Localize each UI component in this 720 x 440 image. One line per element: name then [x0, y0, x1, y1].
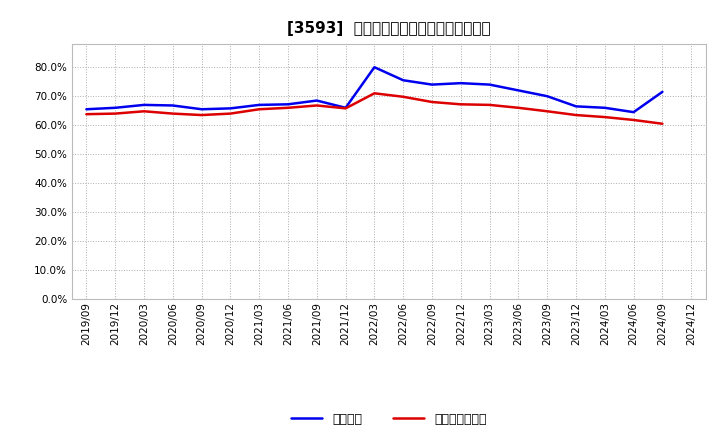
- 固定長期適合率: [658, 121, 667, 126]
- 固定比率: [658, 89, 667, 95]
- 固定比率: [456, 81, 465, 86]
- 固定長期適合率: [485, 102, 494, 107]
- 固定比率: [341, 105, 350, 110]
- 固定比率: [111, 105, 120, 110]
- 固定比率: [284, 102, 292, 107]
- 固定比率: [226, 106, 235, 111]
- 固定比率: [82, 106, 91, 112]
- 固定比率: [197, 106, 206, 112]
- 固定比率: [312, 98, 321, 103]
- 固定長期適合率: [370, 91, 379, 96]
- Title: [3593]  固定比率、固定長期適合率の推移: [3593] 固定比率、固定長期適合率の推移: [287, 21, 490, 36]
- 固定長期適合率: [514, 105, 523, 110]
- 固定長期適合率: [428, 99, 436, 105]
- 固定長期適合率: [168, 111, 177, 116]
- 固定長期適合率: [312, 103, 321, 108]
- 固定比率: [399, 77, 408, 83]
- 固定長期適合率: [543, 109, 552, 114]
- 固定長期適合率: [600, 114, 609, 120]
- 固定長期適合率: [255, 106, 264, 112]
- 固定比率: [255, 102, 264, 107]
- 固定比率: [572, 104, 580, 109]
- 固定長期適合率: [226, 111, 235, 116]
- 固定長期適合率: [82, 111, 91, 117]
- Line: 固定比率: 固定比率: [86, 67, 662, 112]
- 固定長期適合率: [629, 117, 638, 123]
- 固定比率: [485, 82, 494, 87]
- 固定比率: [428, 82, 436, 87]
- 固定長期適合率: [197, 112, 206, 117]
- 固定比率: [629, 110, 638, 115]
- Line: 固定長期適合率: 固定長期適合率: [86, 93, 662, 124]
- 固定比率: [600, 105, 609, 110]
- 固定長期適合率: [456, 102, 465, 107]
- 固定比率: [168, 103, 177, 108]
- 固定長期適合率: [341, 106, 350, 111]
- 固定比率: [140, 102, 148, 107]
- 固定長期適合率: [111, 111, 120, 116]
- 固定長期適合率: [399, 94, 408, 99]
- 固定比率: [543, 94, 552, 99]
- 固定長期適合率: [284, 105, 292, 110]
- 固定比率: [370, 65, 379, 70]
- Legend: 固定比率, 固定長期適合率: 固定比率, 固定長期適合率: [291, 413, 487, 425]
- 固定比率: [514, 88, 523, 93]
- 固定長期適合率: [572, 112, 580, 117]
- 固定長期適合率: [140, 109, 148, 114]
